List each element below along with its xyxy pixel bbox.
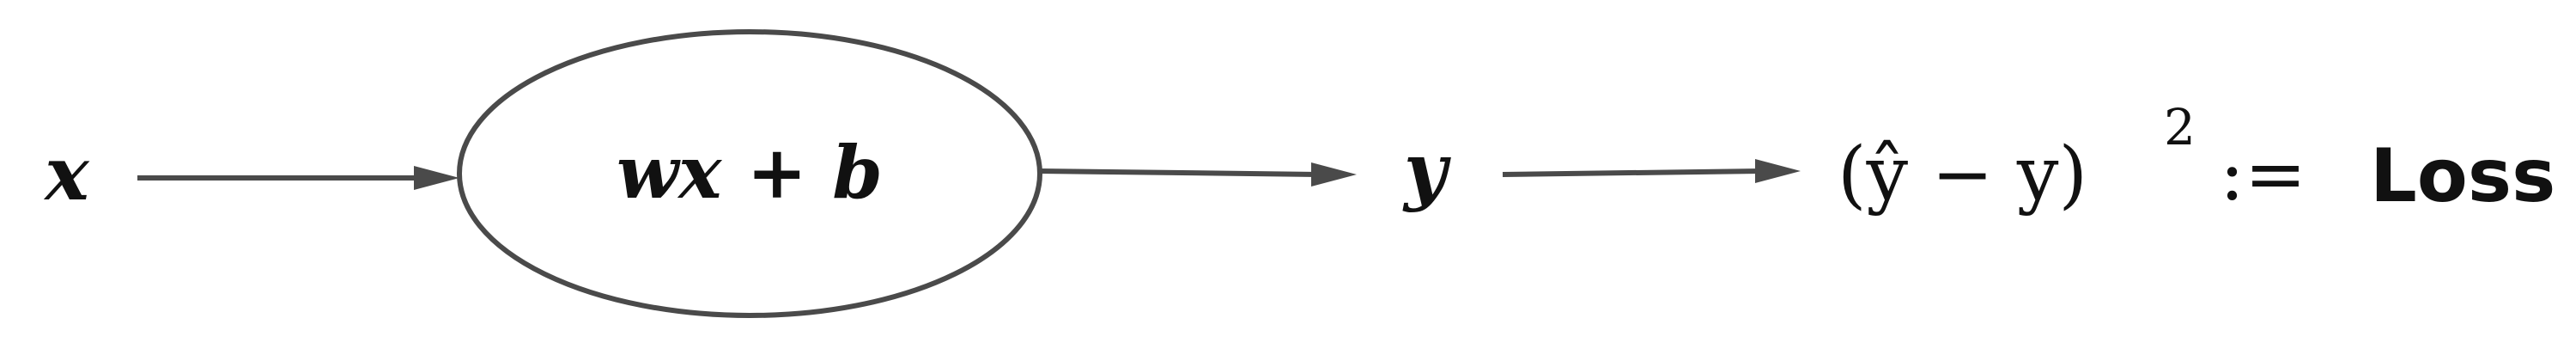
loss-expression: (ŷ − y) (1838, 132, 2087, 217)
loss-exponent: 2 (2164, 98, 2196, 156)
arrowhead-icon (1755, 159, 1801, 183)
output-node-y: y (1402, 127, 1451, 214)
linear-node-label: wx + b (617, 130, 883, 215)
edge-linear-to-y (1039, 162, 1357, 187)
edge-x-to-linear (137, 166, 459, 190)
edge-y-to-loss (1502, 159, 1801, 183)
loss-assign-operator: := (2220, 132, 2306, 217)
loss-node: (ŷ − y) 2 := Loss (1838, 98, 2555, 219)
arrowhead-icon (1311, 162, 1357, 187)
arrowhead-icon (414, 166, 459, 190)
linear-node: wx + b (457, 29, 1042, 318)
loss-word: Loss (2370, 133, 2555, 219)
input-node-x: x (43, 131, 90, 217)
